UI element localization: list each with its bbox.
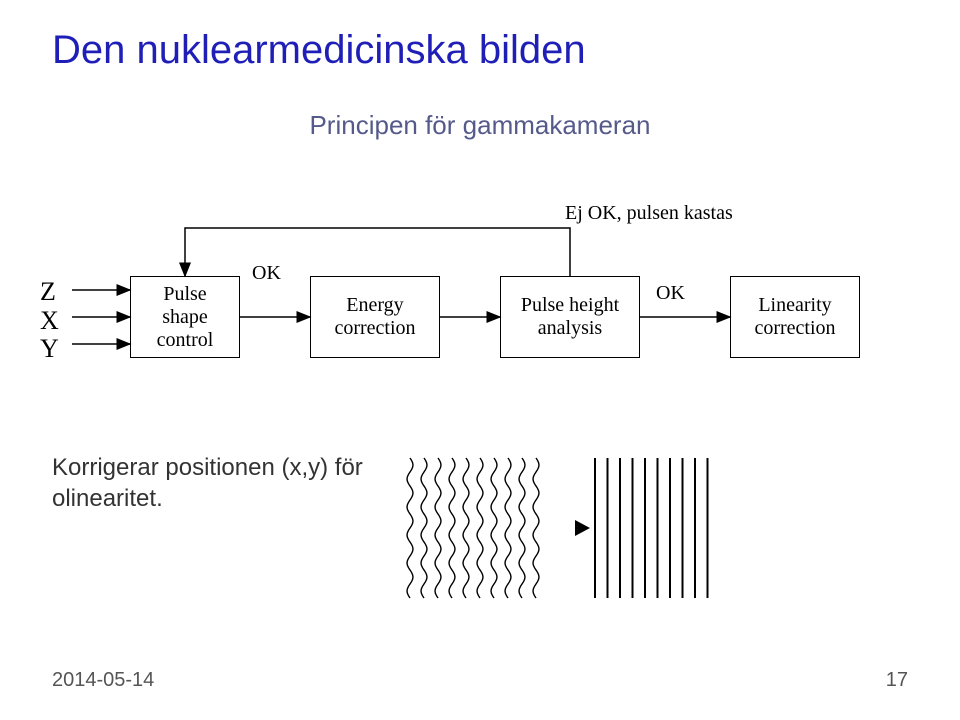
box-energy-correction: Energycorrection (310, 276, 440, 358)
box-pulse-height-analysis: Pulse heightanalysis (500, 276, 640, 358)
linearity-schematic (400, 448, 730, 608)
caption: Korrigerar positionen (x,y) förolinearit… (52, 452, 363, 514)
ok-label-1: OK (252, 262, 281, 285)
slide: Den nuklearmedicinska bilden Principen f… (0, 0, 960, 720)
flow-arrows (0, 0, 960, 720)
box-linearity-correction: Linearitycorrection (730, 276, 860, 358)
ok-label-2: OK (656, 282, 685, 305)
input-y: Y (40, 335, 59, 364)
footer-page-number: 17 (886, 669, 908, 692)
input-x: X (40, 307, 59, 336)
input-labels: Z X Y (40, 278, 59, 364)
page-subtitle: Principen för gammakameran (0, 110, 960, 141)
box-pulse-shape-control: Pulseshapecontrol (130, 276, 240, 358)
footer-date: 2014-05-14 (52, 669, 154, 692)
reject-label: Ej OK, pulsen kastas (565, 202, 733, 225)
page-title: Den nuklearmedicinska bilden (52, 28, 586, 73)
input-z: Z (40, 278, 59, 307)
